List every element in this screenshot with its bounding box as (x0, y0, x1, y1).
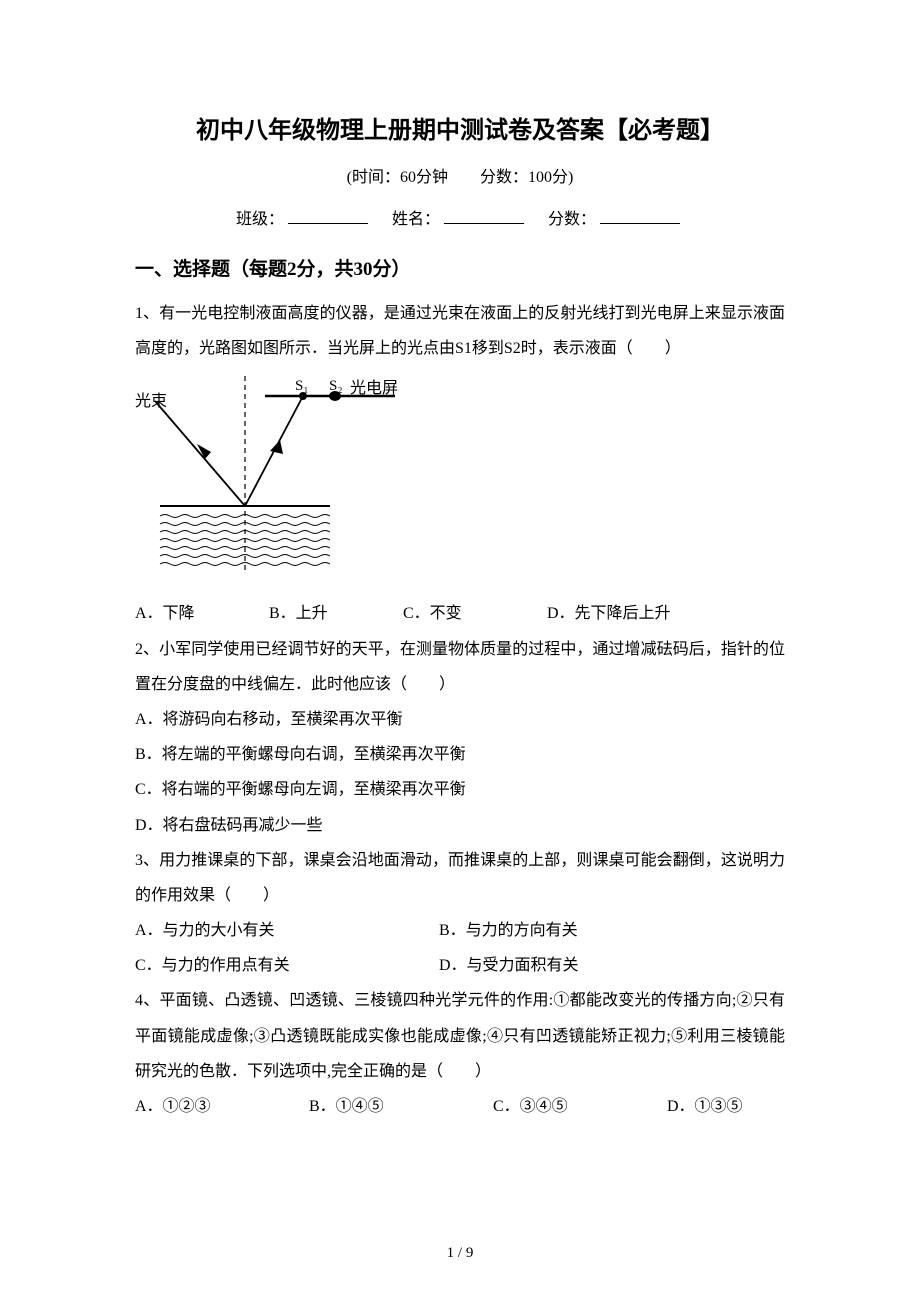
q3-opt-c: C．与力的作用点有关 (135, 948, 435, 983)
q2-opt-d: D．将右盘砝码再减少一些 (135, 808, 785, 843)
page-title: 初中八年级物理上册期中测试卷及答案【必考题】 (135, 110, 785, 145)
name-label: 姓名： (392, 211, 440, 228)
question-1-options: A．下降 B．上升 C．不变 D．先下降后上升 (135, 596, 785, 631)
diagram-beam-label: 光束 (135, 392, 167, 410)
score-blank (600, 223, 680, 224)
q4-opt-a: A．①②③ (135, 1089, 305, 1124)
question-4-options: A．①②③ B．①④⑤ C．③④⑤ D．①③⑤ (135, 1089, 785, 1124)
q1-opt-a: A．下降 (135, 596, 265, 631)
meta-line: (时间：60分钟 分数：100分) (135, 163, 785, 187)
diagram-screen-label: 光电屏 (350, 379, 398, 397)
class-blank (288, 223, 368, 224)
class-label: 班级： (236, 211, 284, 228)
question-3-text: 3、用力推课桌的下部，课桌会沿地面滑动，而推课桌的上部，则课桌可能会翻倒，这说明… (135, 843, 785, 913)
q2-opt-b: B．将左端的平衡螺母向右调，至横梁再次平衡 (135, 737, 785, 772)
question-1-text: 1、有一光电控制液面高度的仪器，是通过光束在液面上的反射光线打到光电屏上来显示液… (135, 296, 785, 366)
diagram-s1-label: S₁ (295, 378, 309, 394)
question-3-options-2: C．与力的作用点有关 D．与受力面积有关 (135, 948, 785, 983)
q1-opt-b: B．上升 (269, 596, 399, 631)
fill-row: 班级： 姓名： 分数： (135, 205, 785, 229)
page-number: 1 / 9 (0, 1245, 920, 1262)
question-1-diagram: 光束 S₁ S₂ 光电屏 (135, 376, 785, 581)
q2-opt-a: A．将游码向右移动，至横梁再次平衡 (135, 702, 785, 737)
q3-opt-b: B．与力的方向有关 (439, 913, 578, 948)
q3-opt-d: D．与受力面积有关 (439, 948, 579, 983)
q4-opt-d: D．①③⑤ (667, 1089, 743, 1124)
diagram-s2-label: S₂ (329, 378, 343, 394)
question-4-text: 4、平面镜、凸透镜、凹透镜、三棱镜四种光学元件的作用:①都能改变光的传播方向;②… (135, 983, 785, 1089)
question-2-text: 2、小军同学使用已经调节好的天平，在测量物体质量的过程中，通过增减砝码后，指针的… (135, 632, 785, 702)
q1-opt-d: D．先下降后上升 (547, 596, 671, 631)
q4-opt-b: B．①④⑤ (309, 1089, 489, 1124)
name-blank (444, 223, 524, 224)
q2-opt-c: C．将右端的平衡螺母向左调，至横梁再次平衡 (135, 772, 785, 807)
question-3-options-1: A．与力的大小有关 B．与力的方向有关 (135, 913, 785, 948)
q1-opt-c: C．不变 (403, 596, 543, 631)
score-label: 分数： (548, 211, 596, 228)
section-1-header: 一、选择题（每题2分，共30分） (135, 254, 785, 281)
q4-opt-c: C．③④⑤ (493, 1089, 663, 1124)
q3-opt-a: A．与力的大小有关 (135, 913, 435, 948)
